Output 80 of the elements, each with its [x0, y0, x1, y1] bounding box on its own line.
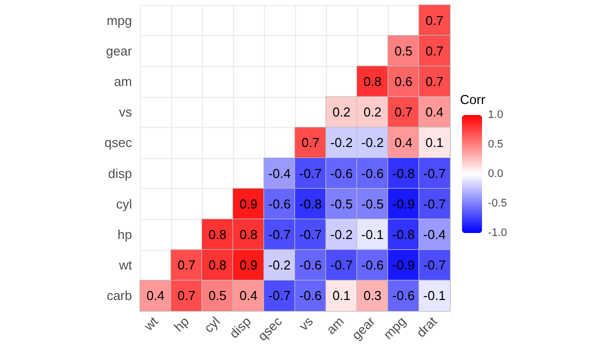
x-tick-label: disp — [226, 314, 254, 342]
data-label: 0.7 — [425, 12, 444, 28]
y-tick-label: carb — [106, 288, 132, 304]
x-tick-label: qsec — [254, 313, 286, 344]
data-label: -0.7 — [423, 258, 446, 273]
data-label: -0.5 — [361, 196, 384, 212]
data-label: -0.4 — [423, 227, 446, 242]
color-bar-label: -0.5 — [488, 198, 507, 210]
data-label: -0.8 — [392, 227, 415, 242]
data-label: -0.8 — [299, 196, 322, 212]
data-label: 0.2 — [363, 104, 382, 120]
y-tick-label: hp — [118, 227, 132, 242]
data-label: -0.6 — [330, 166, 353, 181]
y-tick-label: am — [114, 74, 132, 89]
data-label: 0.7 — [425, 43, 444, 58]
x-tick-label: am — [323, 314, 347, 338]
data-label: 0.7 — [177, 288, 196, 304]
data-label: -0.7 — [268, 227, 291, 242]
y-tick-label: gear — [106, 43, 133, 58]
data-label: -0.4 — [268, 166, 291, 181]
data-label: -0.2 — [330, 135, 353, 150]
data-label: 0.1 — [425, 135, 444, 150]
data-label: -0.1 — [423, 288, 446, 304]
data-label: 0.1 — [332, 288, 351, 304]
data-label: -0.7 — [299, 166, 322, 181]
x-tick-label: cyl — [200, 314, 223, 336]
data-label: -0.7 — [268, 288, 291, 304]
data-label: 0.4 — [394, 135, 413, 150]
data-label: -0.6 — [392, 288, 415, 304]
data-label: 0.4 — [239, 288, 258, 304]
data-label: 0.9 — [239, 258, 258, 273]
data-label: -0.5 — [330, 196, 353, 212]
color-bar-label: 0.5 — [488, 138, 504, 150]
data-label: -0.6 — [361, 166, 384, 181]
data-label: -0.6 — [299, 288, 322, 304]
data-label: 0.4 — [146, 288, 165, 304]
x-tick-label: vs — [296, 313, 316, 334]
y-tick-label: disp — [108, 166, 132, 181]
data-label: -0.2 — [361, 135, 384, 150]
data-label: 0.5 — [394, 43, 413, 58]
color-bar-label: -1.0 — [488, 227, 507, 239]
x-tick-label: mpg — [380, 314, 409, 342]
y-tick-label: wt — [118, 258, 132, 273]
data-label: 0.4 — [425, 104, 444, 120]
data-label: 0.5 — [208, 288, 227, 304]
data-label: 0.3 — [363, 288, 382, 304]
legend-title: Corr — [460, 92, 486, 107]
color-bar-label: 0.0 — [488, 168, 504, 180]
data-label: 0.7 — [301, 135, 320, 150]
x-tick-label: wt — [140, 313, 162, 334]
data-label: 0.8 — [208, 258, 227, 273]
data-label: -0.2 — [330, 227, 353, 242]
data-label: -0.9 — [392, 196, 415, 212]
x-tick-label: hp — [170, 314, 192, 335]
data-label: -0.9 — [392, 258, 415, 273]
data-label: -0.7 — [299, 227, 322, 242]
y-tick-label: vs — [119, 104, 132, 120]
data-label: 0.8 — [239, 227, 258, 242]
color-bar-label: 1.0 — [488, 109, 504, 121]
data-label: -0.6 — [299, 258, 322, 273]
data-label: -0.8 — [392, 166, 415, 181]
data-label: -0.6 — [268, 196, 291, 212]
data-label: 0.8 — [363, 74, 382, 89]
data-label: -0.6 — [361, 258, 384, 273]
data-label: -0.2 — [268, 258, 291, 273]
y-tick-label: qsec — [104, 135, 132, 150]
x-tick-label: drat — [413, 313, 440, 340]
data-label: -0.7 — [330, 258, 353, 273]
data-label: 0.8 — [208, 227, 227, 242]
data-label: -0.7 — [423, 166, 446, 181]
data-label: 0.2 — [332, 104, 351, 120]
data-label: 0.6 — [394, 74, 413, 89]
data-label: -0.1 — [361, 227, 384, 242]
data-label: 0.7 — [394, 104, 413, 120]
y-tick-label: cyl — [116, 196, 132, 212]
data-label: 0.7 — [425, 74, 444, 89]
y-tick-label: mpg — [106, 12, 132, 28]
data-label: 0.7 — [177, 258, 196, 273]
data-label: -0.7 — [423, 196, 446, 212]
data-label: 0.9 — [239, 196, 258, 212]
